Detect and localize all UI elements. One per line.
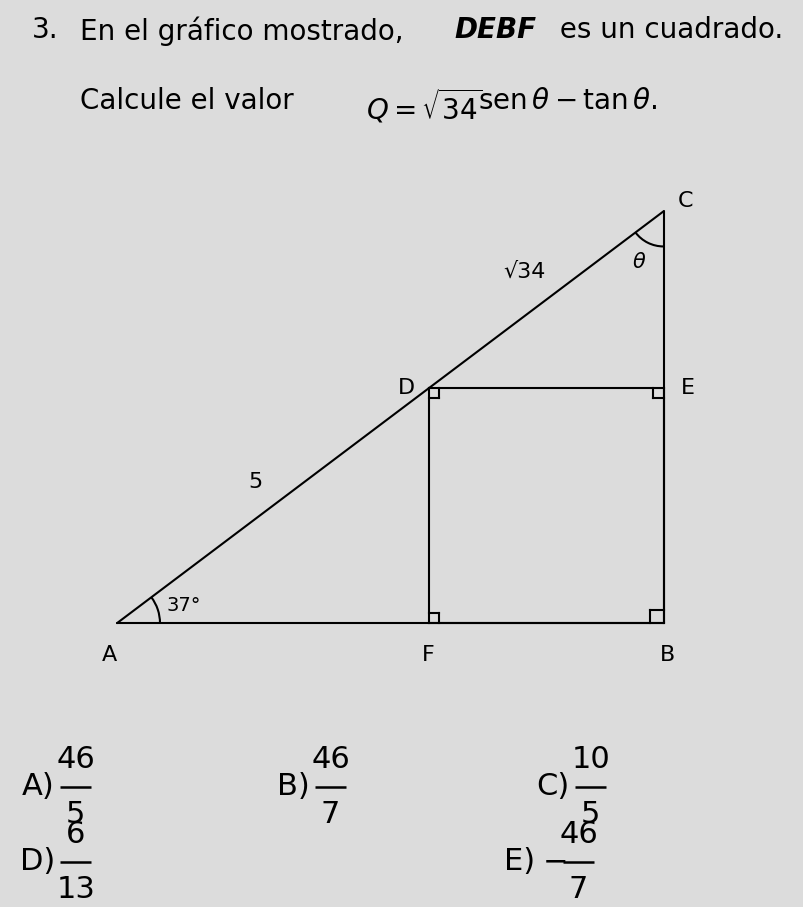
Text: E: E	[680, 378, 694, 398]
Text: 46: 46	[311, 745, 349, 774]
Text: C): C)	[536, 772, 569, 801]
Text: 5: 5	[66, 800, 85, 829]
Text: 5: 5	[581, 800, 600, 829]
Text: 3.: 3.	[32, 16, 59, 44]
Text: A: A	[101, 645, 116, 665]
Text: 13: 13	[56, 875, 95, 904]
Text: −: −	[542, 847, 568, 876]
Text: θ: θ	[631, 251, 644, 271]
Text: 10: 10	[571, 745, 609, 774]
Text: 7: 7	[320, 800, 340, 829]
Text: F: F	[422, 645, 434, 665]
Text: 6: 6	[66, 820, 85, 849]
Text: C: C	[677, 191, 692, 211]
Text: $Q = \sqrt{34}$: $Q = \sqrt{34}$	[365, 87, 482, 126]
Text: B): B)	[277, 772, 310, 801]
Text: D: D	[397, 378, 414, 398]
Text: B: B	[659, 645, 675, 665]
Text: E): E)	[503, 847, 534, 876]
Text: √34: √34	[503, 262, 545, 282]
Text: 7: 7	[569, 875, 588, 904]
Text: DEBF: DEBF	[454, 16, 536, 44]
Text: 46: 46	[56, 745, 95, 774]
Text: $\mathrm{sen}\,\theta - \tan\theta.$: $\mathrm{sen}\,\theta - \tan\theta.$	[478, 87, 657, 115]
Text: 46: 46	[559, 820, 597, 849]
Text: D): D)	[20, 847, 55, 876]
Text: 37°: 37°	[166, 596, 201, 615]
Text: En el gráfico mostrado,: En el gráfico mostrado,	[80, 16, 413, 46]
Text: 5: 5	[247, 472, 262, 492]
Text: A): A)	[22, 772, 55, 801]
Text: es un cuadrado.: es un cuadrado.	[550, 16, 782, 44]
Text: Calcule el valor: Calcule el valor	[80, 87, 303, 115]
